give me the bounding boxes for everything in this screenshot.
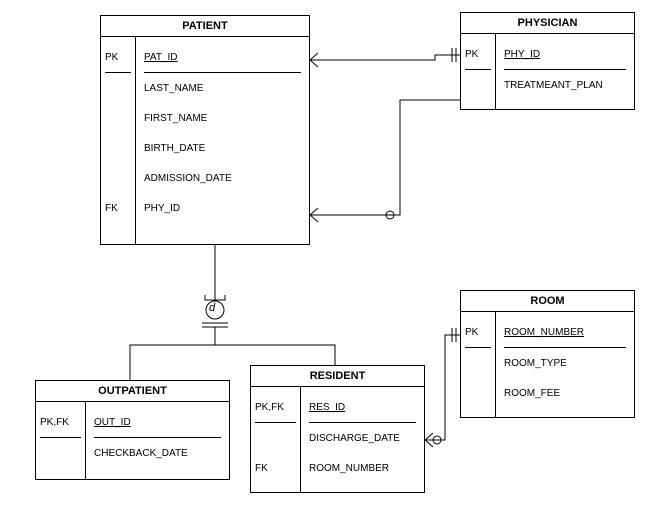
edge-disc-resident <box>215 327 335 365</box>
entity-outpatient-attr-0: OUT_ID <box>94 408 221 438</box>
edge-patient-physician <box>310 55 460 60</box>
entity-room-title: ROOM <box>461 291 634 312</box>
entity-room: ROOM PK ROOM_NUMBER ROOM_TYPE ROOM_FEE <box>460 290 635 418</box>
entity-resident-attr-0: RES_ID <box>309 393 416 423</box>
entity-patient-key-3 <box>105 133 131 163</box>
entity-patient-key-2 <box>105 103 131 133</box>
entity-patient-attr-1: LAST_NAME <box>144 73 301 103</box>
edge-disc-outpatient <box>130 327 215 380</box>
crowfoot-resident-room <box>425 433 433 447</box>
entity-patient-key-1 <box>105 73 131 103</box>
discriminator-label: d <box>209 302 215 314</box>
entity-room-key-0: PK <box>465 318 491 348</box>
crowfoot-patient-physician-lower <box>310 208 318 222</box>
entity-resident: RESIDENT PK,FK FK RES_ID DISCHARGE_DATE … <box>250 365 425 493</box>
crowfoot-patient-physician <box>310 53 318 67</box>
entity-physician-key-1 <box>465 70 491 100</box>
entity-resident-key-0: PK,FK <box>255 393 296 423</box>
entity-patient-title: PATIENT <box>101 16 309 37</box>
entity-resident-key-1 <box>255 423 296 453</box>
edge-patient-physician-lower <box>310 100 460 215</box>
entity-patient-key-4 <box>105 163 131 193</box>
entity-outpatient-key-0: PK,FK <box>40 408 81 438</box>
entity-resident-attr-1: DISCHARGE_DATE <box>309 423 416 453</box>
edge-resident-room <box>425 335 460 440</box>
entity-patient-attr-4: ADMISSION_DATE <box>144 163 301 193</box>
entity-room-attr-2: ROOM_FEE <box>504 378 626 408</box>
entity-physician-title: PHYSICIAN <box>461 13 634 34</box>
entity-patient-key-5: FK <box>105 193 131 223</box>
entity-patient-attr-5: PHY_ID <box>144 193 301 223</box>
junction-circle-1 <box>386 211 394 219</box>
entity-outpatient-attr-1: CHECKBACK_DATE <box>94 438 221 468</box>
entity-room-attr-1: ROOM_TYPE <box>504 348 626 378</box>
er-canvas: d PATIENT PK FK PAT_ID LAST_NAME FIRST_N… <box>0 0 651 511</box>
entity-patient-attr-3: BIRTH_DATE <box>144 133 301 163</box>
entity-room-attr-0: ROOM_NUMBER <box>504 318 626 348</box>
entity-room-key-2 <box>465 378 491 408</box>
entity-room-key-1 <box>465 348 491 378</box>
entity-patient-attr-0: PAT_ID <box>144 43 301 73</box>
entity-patient-attr-2: FIRST_NAME <box>144 103 301 133</box>
entity-resident-title: RESIDENT <box>251 366 424 387</box>
entity-physician-attr-0: PHY_ID <box>504 40 626 70</box>
entity-patient-key-0: PK <box>105 43 131 73</box>
entity-outpatient-key-1 <box>40 438 81 468</box>
entity-physician: PHYSICIAN PK PHY_ID TREATMEANT_PLAN <box>460 12 635 110</box>
entity-physician-key-0: PK <box>465 40 491 70</box>
junction-circle-resident <box>433 436 441 444</box>
entity-resident-key-2: FK <box>255 453 296 483</box>
entity-patient: PATIENT PK FK PAT_ID LAST_NAME FIRST_NAM… <box>100 15 310 245</box>
entity-outpatient: OUTPATIENT PK,FK OUT_ID CHECKBACK_DATE <box>35 380 230 480</box>
entity-outpatient-title: OUTPATIENT <box>36 381 229 402</box>
entity-physician-attr-1: TREATMEANT_PLAN <box>504 70 626 100</box>
entity-resident-attr-2: ROOM_NUMBER <box>309 453 416 483</box>
u-cap-discriminator <box>205 295 225 300</box>
